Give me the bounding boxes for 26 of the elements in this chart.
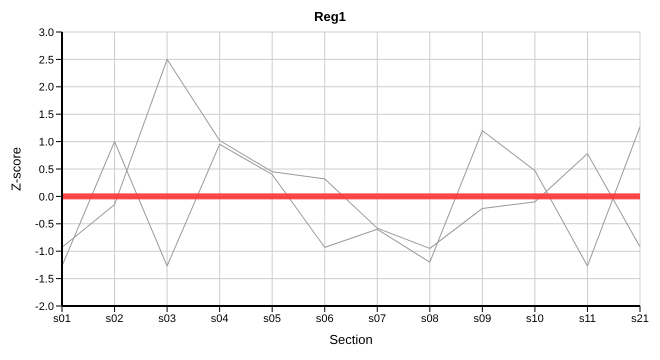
x-tick-label: s06 <box>316 312 334 325</box>
x-axis-title: Section <box>329 332 373 347</box>
x-tick-label: s04 <box>210 312 229 325</box>
x-tick-label: s05 <box>263 312 282 325</box>
x-tick-label: s10 <box>526 312 544 325</box>
x-tick-label: s03 <box>158 312 176 325</box>
y-tick-label: -2.0 <box>35 300 54 313</box>
x-tick-label: s09 <box>473 312 492 325</box>
x-tick-label: s21 <box>631 312 649 325</box>
chart-title: Reg1 <box>313 8 347 26</box>
y-tick-label: 1.5 <box>38 109 54 122</box>
y-axis-title: Z-score <box>8 146 24 192</box>
x-tick-label: s01 <box>53 312 71 325</box>
x-tick-label: s07 <box>368 312 386 325</box>
y-tick-label: 0.0 <box>38 191 54 204</box>
x-tick-label: s02 <box>106 312 124 325</box>
y-tick-label: 1.0 <box>38 136 54 149</box>
y-tick-label: 2.5 <box>38 54 54 66</box>
y-tick-label: 3.0 <box>38 26 54 39</box>
x-tick-label: s08 <box>420 312 439 325</box>
y-tick-label: 2.0 <box>38 82 54 94</box>
x-tick-label: s11 <box>578 312 596 325</box>
y-tick-label: -0.5 <box>35 218 54 231</box>
y-tick-label: -1.5 <box>35 274 54 286</box>
y-tick-label: 0.5 <box>38 164 54 176</box>
y-tick-label: -1.0 <box>35 246 54 258</box>
